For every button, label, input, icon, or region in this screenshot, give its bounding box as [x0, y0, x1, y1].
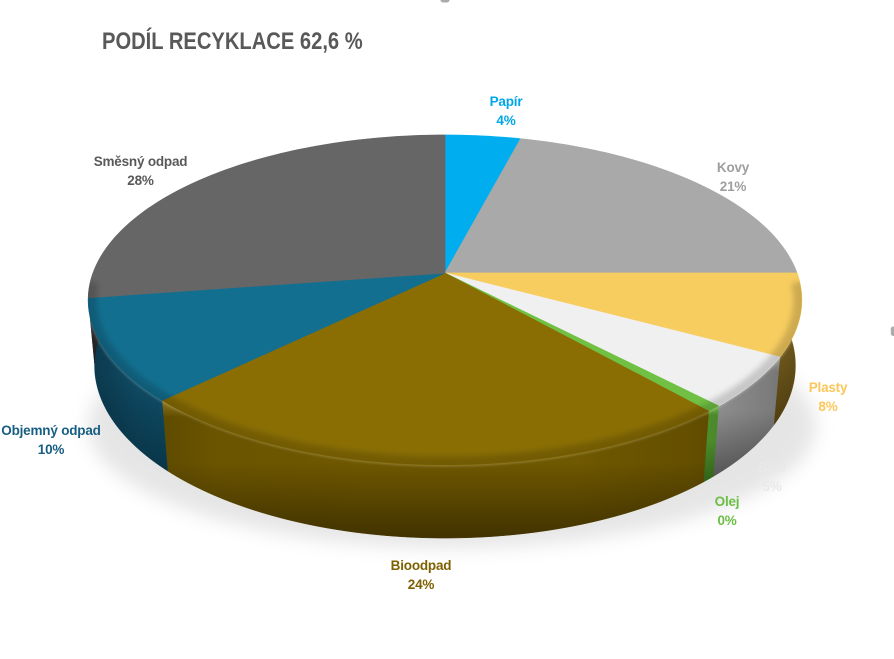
slice-label-name: Objemný odpad — [1, 423, 101, 438]
slice-label-bioodpad[interactable]: Bioodpad 24% — [391, 556, 452, 594]
slice-label-percent: 24% — [407, 576, 435, 592]
slice-label-name: Plasty — [808, 379, 848, 395]
slice-label-percent: 10% — [37, 442, 65, 457]
slice-label-sklo[interactable]: Sklo 5% — [758, 458, 786, 496]
slice-label-objemny-odpad[interactable]: Objemný odpad 10% — [1, 421, 101, 459]
slice-label-olej[interactable]: Olej 0% — [715, 492, 740, 530]
slice-label-percent: 4% — [496, 112, 516, 128]
slice-label-percent: 5% — [762, 478, 782, 494]
slice-label-percent: 0% — [717, 512, 737, 528]
slice-label-percent: 28% — [127, 172, 154, 188]
slice-label-papir[interactable]: Papír 4% — [490, 92, 523, 130]
selection-handle-right[interactable] — [890, 326, 894, 337]
slice-label-name: Olej — [714, 493, 740, 509]
pie-slice-kovy[interactable] — [444, 138, 798, 274]
slice-label-percent: 21% — [719, 178, 747, 194]
pie-top-faces — [87, 134, 803, 466]
pie-slice-papir[interactable] — [444, 134, 521, 274]
selection-handle-top[interactable] — [440, 0, 450, 3]
chart-title[interactable]: PODÍL RECYKLACE 62,6 % — [102, 28, 363, 55]
slice-label-kovy[interactable]: Kovy 21% — [717, 158, 749, 196]
slice-label-name: Bioodpad — [390, 557, 452, 573]
slice-label-name: Směsný odpad — [93, 153, 188, 169]
slice-label-smesny-odpad[interactable]: Směsný odpad 28% — [94, 152, 188, 190]
slice-label-percent: 8% — [818, 398, 838, 414]
pie-slice-smesny-odpad[interactable] — [87, 134, 446, 299]
slice-label-plasty[interactable]: Plasty 8% — [809, 378, 848, 416]
slice-label-name: Papír — [489, 93, 523, 109]
slice-label-name: Sklo — [758, 459, 786, 475]
slice-label-name: Kovy — [716, 159, 750, 175]
